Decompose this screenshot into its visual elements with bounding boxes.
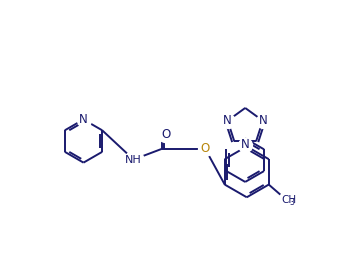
Text: CH: CH	[281, 195, 296, 205]
Text: 3: 3	[289, 198, 294, 207]
Text: N: N	[79, 113, 88, 126]
Text: N: N	[259, 114, 268, 127]
Text: O: O	[161, 128, 170, 141]
Text: O: O	[201, 142, 210, 155]
Text: N: N	[241, 139, 250, 151]
Text: NH: NH	[124, 155, 141, 165]
Text: N: N	[222, 114, 231, 127]
